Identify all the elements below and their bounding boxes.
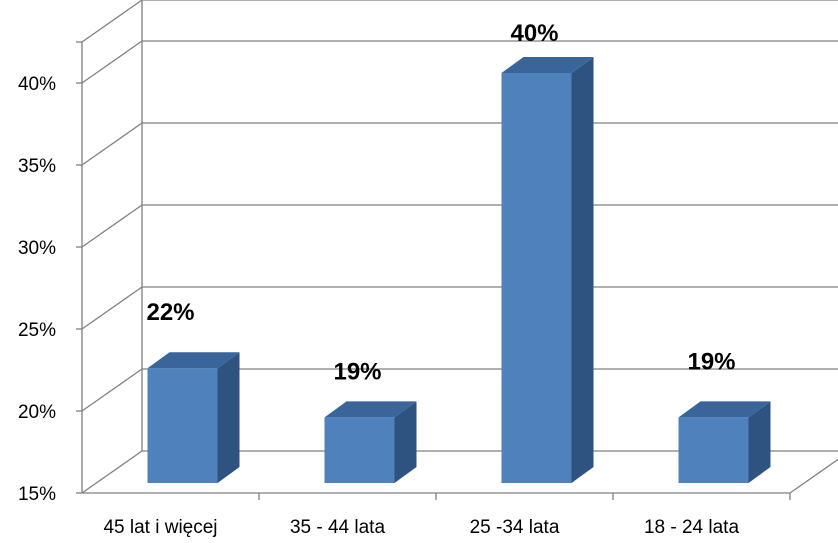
y-tick-label: 15% [18, 484, 56, 505]
bar [501, 57, 594, 483]
gridline [81, 368, 838, 412]
bar-side [217, 352, 240, 483]
bar-side [394, 401, 417, 483]
gridline [81, 0, 838, 43]
y-tick-label: 25% [18, 320, 56, 341]
y-tick-label: 35% [18, 156, 56, 177]
bar-side [571, 57, 594, 483]
x-axis-categories: 45 lat i więcej 35 - 44 lata 25 -34 lata 18… [103, 517, 739, 538]
x-category-label: 18 - 24 lata [644, 517, 739, 538]
data-label: 40% [510, 20, 558, 47]
data-label: 22% [146, 299, 194, 326]
data-label: 19% [687, 348, 735, 375]
bar-top [147, 352, 240, 369]
bar-top [678, 401, 771, 418]
x-category-label: 35 - 44 lata [290, 517, 385, 538]
gridline [81, 204, 838, 248]
y-tick-label: 20% [18, 402, 56, 423]
y-axis-ticks: 15% 20% 25% 30% 35% 40% [18, 74, 56, 505]
x-category-label: 45 lat i więcej [103, 517, 217, 538]
data-labels: 22% 19% 40% 19% [146, 20, 735, 385]
bar-side [748, 401, 771, 483]
y-tick-label: 30% [18, 238, 56, 259]
gridline [81, 450, 838, 494]
bar-front [501, 73, 572, 483]
data-label: 19% [333, 358, 381, 385]
bar [147, 352, 240, 483]
bar-top [324, 401, 417, 418]
gridline [81, 40, 838, 84]
bar-top [501, 57, 594, 73]
gridlines [76, 0, 838, 500]
bar-front [147, 368, 218, 483]
bar [678, 401, 771, 483]
bar-front [678, 417, 749, 483]
x-category-label: 25 -34 lata [470, 517, 560, 538]
bars [147, 57, 771, 483]
gridline [81, 122, 838, 166]
y-tick-label: 40% [18, 74, 56, 95]
bar-front [324, 417, 395, 483]
bar [324, 401, 417, 483]
gridline [81, 286, 838, 330]
